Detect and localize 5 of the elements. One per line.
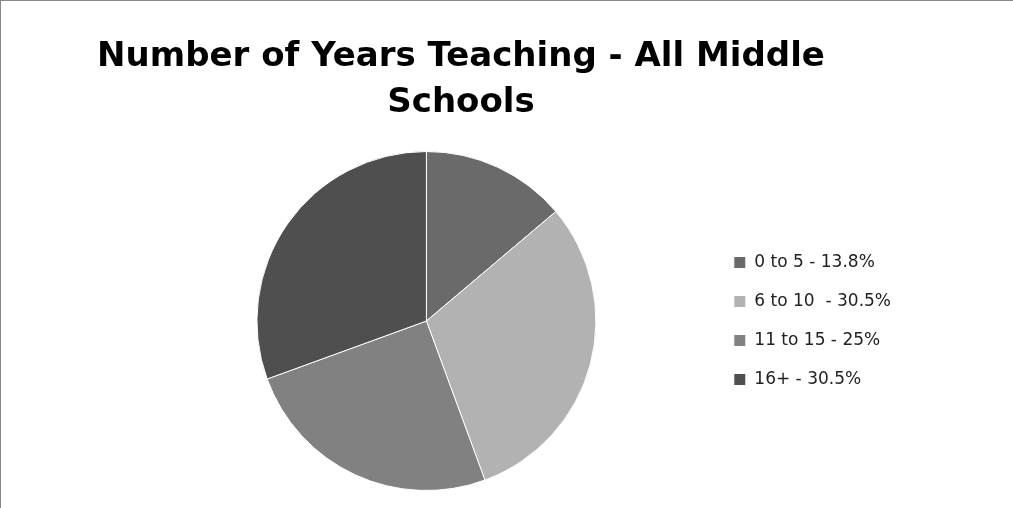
legend-label: 6 to 10 - 30.5% <box>754 289 892 310</box>
legend-label: 0 to 5 - 13.8% <box>754 250 875 271</box>
legend-label: 16+ - 30.5% <box>754 367 862 388</box>
legend-label: 11 to 15 - 25% <box>754 328 881 349</box>
chart-title: Number of Years Teaching - All Middle Schools <box>96 33 826 122</box>
